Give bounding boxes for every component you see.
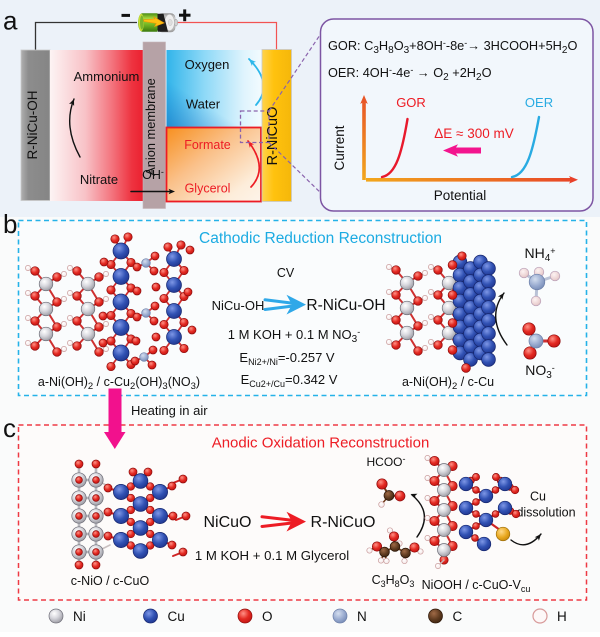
svg-text:R-NiCuO: R-NiCuO	[265, 107, 281, 166]
svg-text:CV: CV	[277, 266, 295, 280]
svg-text:Heating in air: Heating in air	[131, 403, 208, 418]
svg-text:dissolution: dissolution	[516, 506, 575, 520]
svg-text:Ni: Ni	[73, 609, 86, 624]
svg-text:a: a	[3, 6, 18, 36]
svg-text:OH-​: OH-​	[142, 167, 164, 182]
svg-text:ΔE ≈ 300 mV: ΔE ≈ 300 mV	[434, 126, 513, 141]
svg-text:c: c	[3, 413, 16, 443]
svg-text:Anodic Oxidation Reconstructio: Anodic Oxidation Reconstruction	[212, 435, 430, 452]
svg-text:Anion membrane: Anion membrane	[143, 78, 158, 175]
svg-text:O: O	[262, 609, 273, 624]
svg-text:GOR: GOR	[396, 95, 426, 110]
svg-text:1 M KOH + 0.1 M Glycerol: 1 M KOH + 0.1 M Glycerol	[195, 548, 349, 563]
svg-text:N: N	[357, 609, 367, 624]
svg-text:c-NiO / c-CuO: c-NiO / c-CuO	[71, 574, 150, 588]
svg-text:1 M KOH + 0.1 M NO3​-​: 1 M KOH + 0.1 M NO3​-​	[228, 327, 360, 345]
svg-text:Cu: Cu	[168, 609, 185, 624]
svg-text:Water: Water	[186, 97, 221, 112]
svg-text:OER: OER	[525, 95, 553, 110]
svg-text:b: b	[3, 209, 17, 239]
svg-text:H: H	[557, 609, 567, 624]
svg-text:Nitrate: Nitrate	[80, 172, 118, 187]
svg-text:Oxygen: Oxygen	[185, 57, 230, 72]
svg-text:R-NiCu-OH: R-NiCu-OH	[25, 91, 40, 160]
svg-text:a-Ni(OH)2​ / c-Cu: a-Ni(OH)2​ / c-Cu	[402, 375, 494, 392]
svg-text:Formate: Formate	[184, 138, 231, 152]
svg-text:Potential: Potential	[434, 188, 487, 203]
svg-text:R-NiCu-OH: R-NiCu-OH	[306, 297, 385, 314]
svg-text:Current: Current	[332, 125, 347, 170]
svg-text:C3​H8​O3​: C3​H8​O3​	[372, 573, 415, 589]
svg-text:Cu: Cu	[530, 490, 546, 504]
svg-text:Cathodic Reduction Reconstruct: Cathodic Reduction Reconstruction	[199, 230, 442, 247]
svg-text:R-NiCuO: R-NiCuO	[311, 514, 376, 531]
svg-text:OER: 4OH-​-4e-​ → O2​ +2H2​O: OER: 4OH-​-4e-​ → O2​ +2H2​O	[328, 65, 492, 83]
svg-text:Glycerol: Glycerol	[185, 182, 231, 196]
svg-text:NiCuO: NiCuO	[203, 514, 251, 531]
svg-text:HCOO-​: HCOO-​	[367, 454, 406, 469]
svg-text:NiCu-OH: NiCu-OH	[212, 298, 265, 313]
svg-text:a-Ni(OH)2​ / c-Cu2​(OH)3​(NO3​: a-Ni(OH)2​ / c-Cu2​(OH)3​(NO3​)	[38, 375, 200, 392]
svg-text:Ammonium: Ammonium	[74, 69, 140, 84]
svg-text:C: C	[453, 609, 463, 624]
svg-text:NiOOH / c-CuO-Vcu​: NiOOH / c-CuO-Vcu​	[422, 578, 531, 594]
